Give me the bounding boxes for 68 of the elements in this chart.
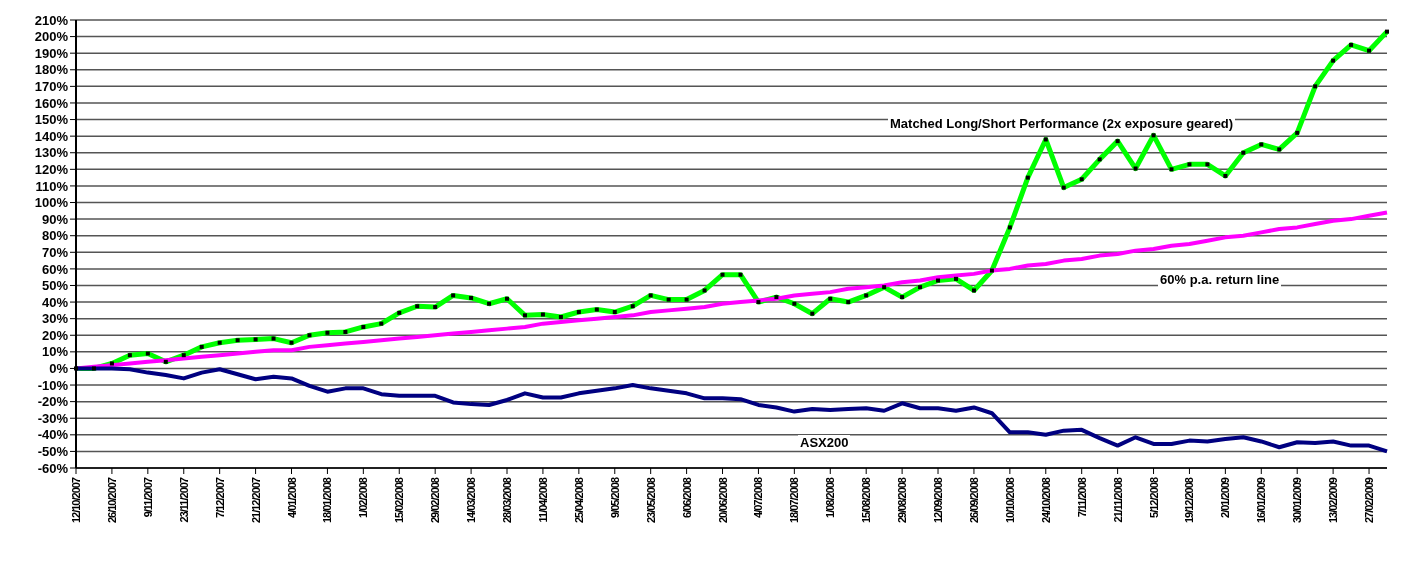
y-tick-label: -60%	[37, 460, 69, 476]
y-tick-label: -40%	[37, 427, 69, 443]
y-tick-label: 210%	[34, 12, 69, 28]
x-tick-label: 5/12/2008	[1147, 477, 1160, 518]
x-tick-label: 21/11/2008	[1111, 477, 1124, 523]
y-tick-label: 180%	[34, 62, 69, 78]
y-tick-label: 20%	[41, 327, 69, 343]
x-tick-label: 15/02/2008	[393, 477, 406, 524]
x-tick-label: 24/10/2008	[1039, 477, 1052, 524]
x-tick-label: 1/08/2008	[824, 477, 837, 518]
series-label: ASX200	[798, 435, 851, 450]
x-tick-label: 6/06/2008	[680, 477, 693, 518]
x-tick-label: 2/01/2009	[1219, 477, 1232, 518]
x-tick-label: 27/02/2009	[1363, 477, 1376, 524]
y-tick-label: 150%	[34, 112, 69, 128]
x-tick-label: 7/11/2008	[1075, 477, 1088, 518]
series-label: 60% p.a. return line	[1158, 272, 1282, 287]
y-tick-label: 70%	[41, 244, 69, 260]
y-tick-label: -50%	[37, 444, 69, 460]
y-tick-label: 110%	[35, 178, 69, 194]
x-tick-label: 19/12/2008	[1183, 477, 1196, 524]
x-tick-label: 9/11/2007	[141, 477, 154, 518]
x-tick-label: 4/01/2008	[285, 477, 298, 518]
y-tick-label: 170%	[34, 78, 69, 94]
x-tick-label: 18/01/2008	[321, 477, 334, 524]
x-tick-label: 15/08/2008	[860, 477, 873, 524]
x-tick-label: 29/02/2008	[429, 477, 442, 524]
x-tick-label: 7/12/2007	[213, 477, 226, 518]
y-tick-label: -30%	[37, 410, 69, 426]
x-tick-label: 25/04/2008	[572, 477, 585, 524]
y-tick-label: -10%	[37, 377, 69, 393]
y-tick-label: 160%	[34, 95, 69, 111]
y-tick-label: 10%	[41, 344, 69, 360]
y-tick-label: 200%	[34, 29, 69, 45]
x-tick-label: 10/10/2008	[1003, 477, 1016, 524]
x-tick-label: 4/07/2008	[752, 477, 765, 518]
x-tick-label: 14/03/2008	[465, 477, 478, 524]
x-tick-label: 1/02/2008	[357, 477, 370, 518]
x-tick-label: 13/02/2009	[1327, 477, 1340, 524]
x-tick-label: 20/06/2008	[716, 477, 729, 524]
y-tick-label: 50%	[41, 278, 69, 294]
y-tick-label: -20%	[37, 394, 69, 410]
x-tick-label: 29/08/2008	[896, 477, 909, 524]
x-tick-label: 26/10/2007	[105, 477, 118, 524]
x-tick-label: 11/04/2008	[536, 477, 549, 523]
x-tick-label: 28/03/2008	[501, 477, 514, 524]
y-tick-label: 40%	[41, 294, 69, 310]
series-label: Matched Long/Short Performance (2x exposure geared)	[888, 116, 1236, 131]
x-tick-label: 21/12/2007	[249, 477, 262, 524]
y-tick-label: 0%	[49, 361, 69, 377]
x-tick-label: 30/01/2009	[1291, 477, 1304, 524]
x-tick-label: 9/05/2008	[608, 477, 621, 518]
y-tick-label: 190%	[34, 45, 69, 61]
x-tick-label: 16/01/2009	[1255, 477, 1268, 524]
y-tick-label: 90%	[41, 211, 69, 227]
y-tick-label: 140%	[34, 128, 69, 144]
y-tick-label: 100%	[34, 195, 69, 211]
x-tick-label: 18/07/2008	[788, 477, 801, 524]
y-tick-label: 60%	[41, 261, 69, 277]
x-tick-label: 23/11/2007	[177, 477, 190, 523]
y-tick-label: 30%	[41, 311, 69, 327]
y-tick-label: 80%	[41, 228, 69, 244]
x-tick-label: 26/09/2008	[967, 477, 980, 524]
y-tick-label: 130%	[34, 145, 69, 161]
x-tick-label: 23/05/2008	[644, 477, 657, 524]
x-tick-label: 12/09/2008	[932, 477, 945, 524]
x-tick-label: 12/10/2007	[70, 477, 82, 524]
y-tick-label: 120%	[34, 161, 69, 177]
